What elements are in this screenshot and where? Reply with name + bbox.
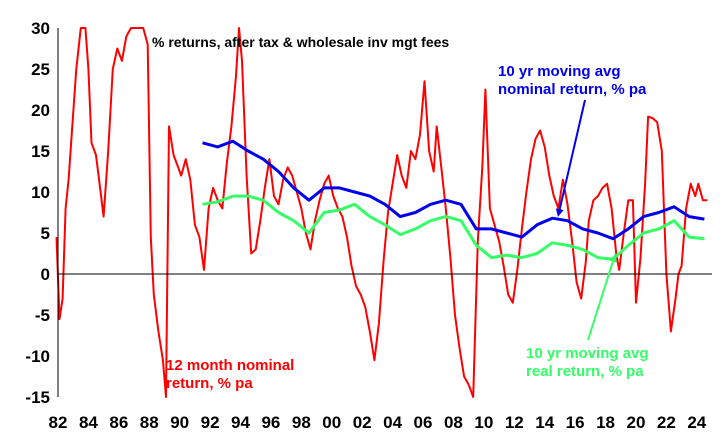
x-tick-label: 92 bbox=[201, 413, 220, 432]
y-tick-label: 15 bbox=[31, 142, 50, 161]
annotation-real-avg-arrow bbox=[587, 254, 617, 341]
x-tick-label: 98 bbox=[292, 413, 311, 432]
series-line-0 bbox=[55, 27, 708, 398]
x-tick-label: 86 bbox=[109, 413, 128, 432]
y-tick-label: -15 bbox=[25, 388, 50, 407]
x-tick-label: 88 bbox=[140, 413, 159, 432]
chart-title: % returns, after tax & wholesale inv mgt… bbox=[152, 34, 449, 50]
annotation-real-avg-line2: real return, % pa bbox=[526, 363, 644, 380]
y-tick-label: 20 bbox=[31, 101, 50, 120]
x-tick-label: 16 bbox=[566, 413, 585, 432]
x-tick-label: 18 bbox=[596, 413, 615, 432]
x-tick-label: 12 bbox=[505, 413, 524, 432]
series-layer bbox=[55, 27, 708, 398]
y-tick-label: -10 bbox=[25, 347, 50, 366]
x-tick-label: 04 bbox=[383, 413, 402, 432]
annotation-nominal-avg-arrow bbox=[555, 99, 586, 217]
series-line-1 bbox=[202, 139, 705, 241]
x-tick-label: 02 bbox=[353, 413, 372, 432]
annotation-nominal-12m-line2: return, % pa bbox=[166, 375, 253, 392]
annotation-nominal-avg-line1: 10 yr moving avg bbox=[498, 63, 621, 80]
y-tick-label: 10 bbox=[31, 183, 50, 202]
y-tick-label: -5 bbox=[35, 306, 50, 325]
annotation-nominal-avg-line2: nominal return, % pa bbox=[498, 81, 647, 98]
x-tick-label: 14 bbox=[535, 413, 554, 432]
y-tick-label: 5 bbox=[41, 224, 50, 243]
annotation-real-avg-line1: 10 yr moving avg bbox=[526, 345, 649, 362]
x-tick-label: 10 bbox=[474, 413, 493, 432]
x-tick-label: 22 bbox=[657, 413, 676, 432]
axes-layer bbox=[57, 28, 712, 397]
x-tick-label: 00 bbox=[322, 413, 341, 432]
series-line-2 bbox=[202, 194, 705, 261]
y-tick-labels: 30 25 20 15 10 5 0 -5 -10 -15 bbox=[25, 19, 50, 407]
x-tick-label: 06 bbox=[414, 413, 433, 432]
x-tick-label: 84 bbox=[79, 413, 98, 432]
x-tick-label: 94 bbox=[231, 413, 250, 432]
y-tick-label: 0 bbox=[41, 265, 50, 284]
x-tick-label: 90 bbox=[170, 413, 189, 432]
y-tick-label: 30 bbox=[31, 19, 50, 38]
x-tick-label: 08 bbox=[444, 413, 463, 432]
x-tick-label: 82 bbox=[49, 413, 68, 432]
y-tick-label: 25 bbox=[31, 60, 50, 79]
x-tick-label: 96 bbox=[261, 413, 280, 432]
x-tick-label: 24 bbox=[687, 413, 706, 432]
x-tick-labels: 82 84 86 88 90 92 94 96 98 00 02 04 06 08 10 12 14 16 18 20… bbox=[49, 413, 707, 432]
x-tick-label: 20 bbox=[626, 413, 645, 432]
annotation-nominal-12m-line1: 12 month nominal bbox=[166, 357, 294, 374]
